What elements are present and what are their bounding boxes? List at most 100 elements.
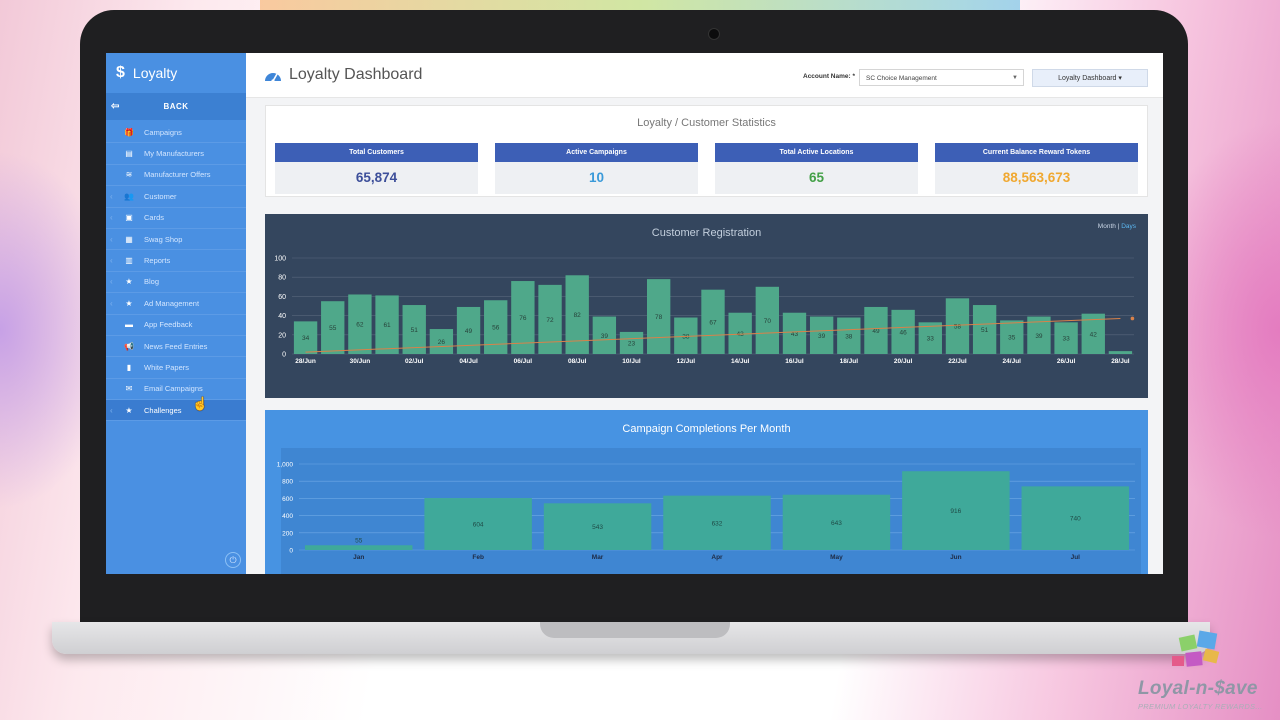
bar-value-label: 46	[900, 329, 908, 336]
sidebar-item-cards[interactable]: ‹ ▣ Cards	[106, 208, 246, 229]
sidebar-item-reports[interactable]: ‹ ▥ Reports	[106, 250, 246, 272]
y-tick-label: 0	[282, 352, 286, 359]
back-button[interactable]: ⇦ BACK	[106, 93, 246, 120]
x-tick-label: 02/Jul	[405, 358, 424, 365]
y-tick-label: 60	[278, 294, 286, 301]
chevron-left-icon: ‹	[110, 234, 113, 244]
y-tick-label: 200	[282, 530, 293, 537]
bar-value-label: 51	[981, 327, 989, 334]
stat-card-active-campaigns: Active Campaigns 10	[495, 143, 698, 194]
bar-value-label: 43	[791, 331, 799, 338]
sidebar-item-label: Cards	[144, 213, 165, 223]
bar	[701, 289, 725, 354]
app-screen: $ Loyalty ⇦ BACK 🎁 Campaigns ▤ My Manufactu…	[106, 53, 1163, 574]
top-bar: Loyalty Dashboard Account Name: * SC Cho…	[246, 53, 1163, 98]
sidebar-item-label: Blog	[144, 277, 160, 287]
id-card-icon: ▣	[125, 213, 133, 223]
sidebar-item-blog[interactable]: ‹ ★ Blog	[106, 272, 246, 294]
month-toggle[interactable]: Month	[1097, 223, 1116, 230]
stat-card-label: Active Campaigns	[495, 143, 698, 162]
campaign-completions-chart: Campaign Completions Per Month 0 200 400 60…	[265, 410, 1148, 574]
y-tick-label: 400	[282, 513, 293, 520]
sidebar-item-label: Challenges	[144, 405, 182, 415]
bar	[1108, 351, 1133, 354]
bar	[674, 317, 698, 354]
trend-line	[305, 317, 1121, 353]
stat-card-value: 65	[715, 162, 918, 194]
dashboard-dropdown-button[interactable]: Loyalty Dashboard ▾	[1032, 69, 1148, 87]
bar-value-label: 72	[546, 317, 554, 324]
stat-card-label: Total Active Locations	[715, 143, 918, 162]
sidebar-item-campaigns[interactable]: 🎁 Campaigns	[106, 122, 246, 144]
power-icon[interactable]: ⏻	[225, 552, 241, 568]
users-icon: 👥	[124, 191, 134, 201]
bar	[1000, 320, 1024, 354]
y-tick-label: 1,000	[277, 462, 294, 469]
sidebar-item-label: Reports	[144, 256, 171, 266]
completions-plot: 0 200 400 600 800 1,000 55 Jan 604 Feb 543 Mar 632 Ap…	[277, 448, 1141, 574]
sidebar-item-manufacturer-offers[interactable]: ≋ Manufacturer Offers	[106, 165, 246, 187]
account-select[interactable]: SC Choice Management ▼	[859, 69, 1024, 86]
sidebar-item-label: White Papers	[144, 362, 190, 372]
sidebar-item-app-feedback[interactable]: ▬ App Feedback	[106, 315, 246, 336]
brand-logo: Loyal-n-$ave PREMIUM LOYALTY REWARDS...	[1136, 626, 1266, 716]
bar	[646, 279, 671, 354]
page-title: Loyalty Dashboard	[264, 66, 422, 84]
bar-value-label: 42	[1090, 331, 1098, 338]
x-tick-label: Jan	[353, 554, 364, 561]
sidebar-item-news-feed-entries[interactable]: 📢 News Feed Entries	[106, 336, 246, 358]
chevron-left-icon: ‹	[110, 298, 113, 308]
bar	[1027, 316, 1051, 354]
sidebar-item-email-campaigns[interactable]: ✉ Email Campaigns	[106, 379, 246, 401]
toggle-separator: |	[1115, 223, 1122, 230]
bar	[1021, 486, 1130, 550]
chevron-left-icon: ‹	[110, 191, 113, 201]
star-icon: ★	[125, 277, 133, 287]
stat-card-value: 65,874	[275, 162, 478, 194]
days-toggle[interactable]: Days	[1121, 223, 1136, 230]
x-tick-label: 08/Jul	[568, 358, 587, 365]
sidebar-brand[interactable]: $ Loyalty	[106, 53, 246, 93]
bar	[1081, 313, 1105, 354]
x-tick-label: 28/Jul	[1111, 358, 1130, 365]
sidebar-item-label: Ad Management	[144, 298, 200, 308]
x-tick-label: 16/Jul	[785, 358, 804, 365]
bar-value-label: 543	[592, 524, 603, 531]
bar-value-label: 56	[492, 325, 500, 332]
stat-card-value: 88,563,673	[935, 162, 1138, 194]
bar-value-label: 67	[709, 319, 717, 326]
bar-value-label: 740	[1070, 516, 1081, 523]
x-tick-label: May	[830, 554, 843, 561]
bar-value-label: 62	[356, 322, 364, 329]
mouse-pointer-icon: ☝	[192, 396, 209, 411]
y-tick-label: 80	[278, 275, 286, 282]
bar	[538, 284, 562, 354]
stat-card-active-locations: Total Active Locations 65	[715, 143, 918, 194]
bar-value-label: 51	[411, 327, 419, 334]
x-tick-label: 06/Jul	[514, 358, 533, 365]
statistics-title: Loyalty / Customer Statistics	[637, 117, 776, 129]
customer-registration-chart: Customer Registration Month | Days 0 20 40…	[265, 214, 1148, 398]
main-content: Loyalty Dashboard Account Name: * SC Cho…	[246, 53, 1163, 574]
y-tick-label: 0	[289, 548, 293, 555]
customer-statistics-panel: Loyalty / Customer Statistics Total Cust…	[265, 105, 1148, 197]
logo-mark-icon	[1172, 630, 1220, 667]
sidebar-item-white-papers[interactable]: ▮ White Papers	[106, 357, 246, 379]
bar-value-label: 39	[1035, 333, 1043, 340]
gift-icon: 🎁	[124, 127, 134, 137]
sidebar-item-challenges[interactable]: ‹ ★ Challenges	[106, 400, 246, 422]
laptop-notch	[540, 622, 730, 638]
sidebar-item-swag-shop[interactable]: ‹ ▦ Swag Shop	[106, 229, 246, 251]
star-icon: ★	[125, 405, 133, 415]
bar-value-label: 76	[519, 315, 527, 322]
bar	[511, 281, 535, 354]
webcam-icon	[708, 28, 720, 40]
y-tick-label: 600	[282, 496, 293, 503]
sidebar-item-customer[interactable]: ‹ 👥 Customer	[106, 186, 246, 208]
sidebar-menu: 🎁 Campaigns ▤ My Manufacturers ≋ Manufacturer…	[106, 122, 246, 422]
chevron-left-icon: ‹	[110, 277, 113, 287]
sidebar-item-my-manufacturers[interactable]: ▤ My Manufacturers	[106, 143, 246, 165]
sidebar-item-ad-management[interactable]: ‹ ★ Ad Management	[106, 293, 246, 315]
bar	[321, 301, 345, 354]
offers-icon: ≋	[125, 170, 133, 180]
